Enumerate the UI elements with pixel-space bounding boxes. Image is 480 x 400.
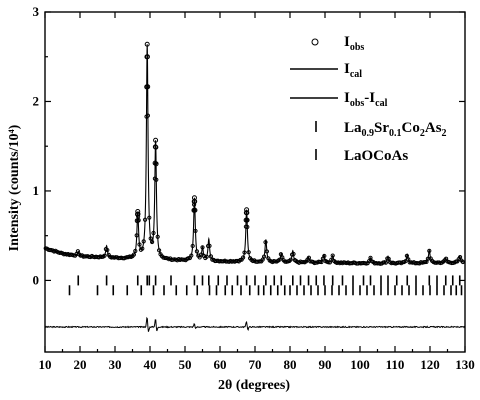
x-tick-label: 50 bbox=[179, 357, 192, 372]
x-tick-label: 60 bbox=[214, 357, 227, 372]
x-tick-label: 20 bbox=[74, 357, 87, 372]
difference-layer bbox=[45, 318, 465, 332]
legend: Iobs Ical Iobs-Ical La0.9Sr0.1Co2As2 LaO… bbox=[290, 34, 447, 164]
legend-marker-obs bbox=[312, 39, 318, 45]
plot-border bbox=[45, 12, 465, 352]
x-axis-title: 2θ (degrees) bbox=[218, 378, 290, 393]
legend-label-diff: Iobs-Ical bbox=[344, 90, 388, 109]
x-tick-label: 80 bbox=[284, 357, 297, 372]
x-tick-label: 100 bbox=[350, 357, 370, 372]
legend-label-phase1: La0.9Sr0.1Co2As2 bbox=[344, 120, 447, 139]
x-tick-label: 70 bbox=[249, 357, 262, 372]
x-tick-label: 10 bbox=[39, 357, 52, 372]
ticks-layer: 10 20 30 40 50 60 70 80 90 100 110 120 130 0 1 2 3 bbox=[33, 4, 475, 372]
x-tick-label: 110 bbox=[386, 357, 405, 372]
x-tick-label: 30 bbox=[109, 357, 122, 372]
legend-label-cal: Ical bbox=[344, 61, 362, 80]
y-tick-label: 2 bbox=[33, 93, 40, 108]
x-tick-label: 90 bbox=[319, 357, 332, 372]
difference-curve bbox=[45, 318, 465, 332]
y-tick-label: 0 bbox=[33, 272, 40, 287]
y-tick-label: 1 bbox=[33, 183, 40, 198]
x-tick-label: 130 bbox=[455, 357, 475, 372]
x-tick-label: 120 bbox=[420, 357, 440, 372]
plot-frame bbox=[45, 12, 465, 352]
x-tick-label: 40 bbox=[144, 357, 157, 372]
legend-label-phase2: LaOCoAs bbox=[344, 148, 408, 164]
y-axis-title: Intensity (counts/10⁴) bbox=[7, 124, 22, 251]
legend-label-obs: Iobs bbox=[344, 34, 364, 53]
bragg-layer bbox=[70, 275, 462, 295]
y-tick-label: 3 bbox=[33, 4, 40, 19]
